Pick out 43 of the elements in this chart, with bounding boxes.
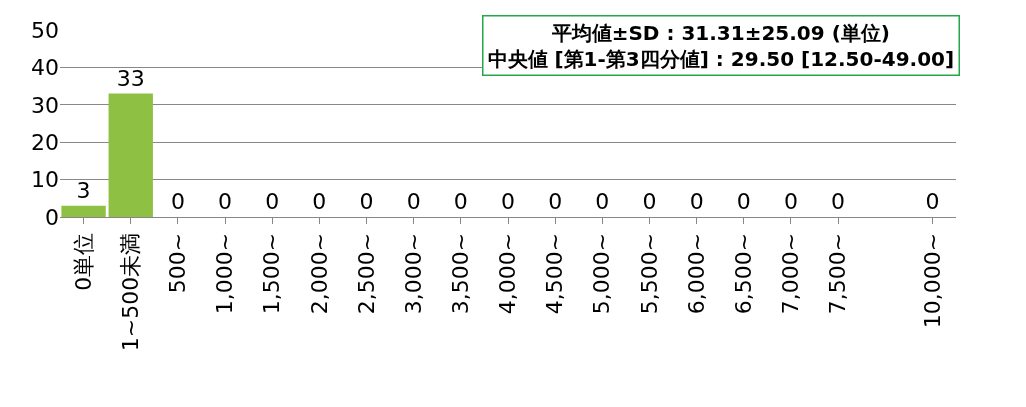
data-label: 0 <box>689 189 704 214</box>
data-label: 0 <box>736 189 751 214</box>
data-label: 0 <box>831 189 846 214</box>
x-tick-label: 10,000~ <box>919 232 945 329</box>
x-tick-label: 1,000~ <box>212 232 238 315</box>
x-tick-label: 4,000~ <box>495 232 521 315</box>
y-tick-label: 30 <box>31 92 59 118</box>
data-label: 0 <box>783 189 798 214</box>
data-label: 0 <box>218 189 233 214</box>
x-tick-label: 0単位 <box>70 232 96 291</box>
y-tick-label: 40 <box>31 55 59 81</box>
y-tick-label: 0 <box>45 204 59 230</box>
x-tick-label: 1,500~ <box>259 232 285 315</box>
data-label: 0 <box>359 189 374 214</box>
data-label: 0 <box>265 189 280 214</box>
data-label: 0 <box>312 189 327 214</box>
y-tick-label: 20 <box>31 129 59 155</box>
x-tick-label: 5,000~ <box>589 232 615 315</box>
data-label: 0 <box>170 189 185 214</box>
data-label: 3 <box>76 177 91 203</box>
x-tick-label: 1~500未満 <box>117 232 143 352</box>
x-tick-label: 6,500~ <box>730 232 756 315</box>
annotation: 平均値±SD : 31.31±25.09 (単位) 中央値 [第1-第3四分値] : 29.50 [12.50-49.00] <box>487 20 955 71</box>
data-label: 0 <box>595 189 610 214</box>
data-label: 33 <box>116 65 145 91</box>
data-label: 0 <box>406 189 421 214</box>
x-tick-label: 5,500~ <box>636 232 662 315</box>
x-tick-label: 7,000~ <box>778 232 804 315</box>
data-label: 0 <box>453 189 468 214</box>
data-label: 0 <box>501 189 515 214</box>
x-tick-label: 2,500~ <box>353 232 379 315</box>
data-label: 0 <box>642 189 657 214</box>
x-tick-label: 500~ <box>165 232 191 294</box>
data-label: 0 <box>548 189 563 214</box>
x-tick-label: 6,000~ <box>683 232 709 315</box>
y-tick-label: 10 <box>31 167 59 193</box>
x-tick-label: 3,500~ <box>447 232 473 315</box>
x-tick-label: 2,000~ <box>306 232 332 315</box>
y-tick-label: 50 <box>31 17 59 43</box>
x-tick-label: 4,500~ <box>542 232 568 315</box>
data-label: 0 <box>925 189 940 214</box>
x-tick-label: 3,000~ <box>400 232 426 315</box>
x-tick-label: 7,500~ <box>825 232 851 315</box>
